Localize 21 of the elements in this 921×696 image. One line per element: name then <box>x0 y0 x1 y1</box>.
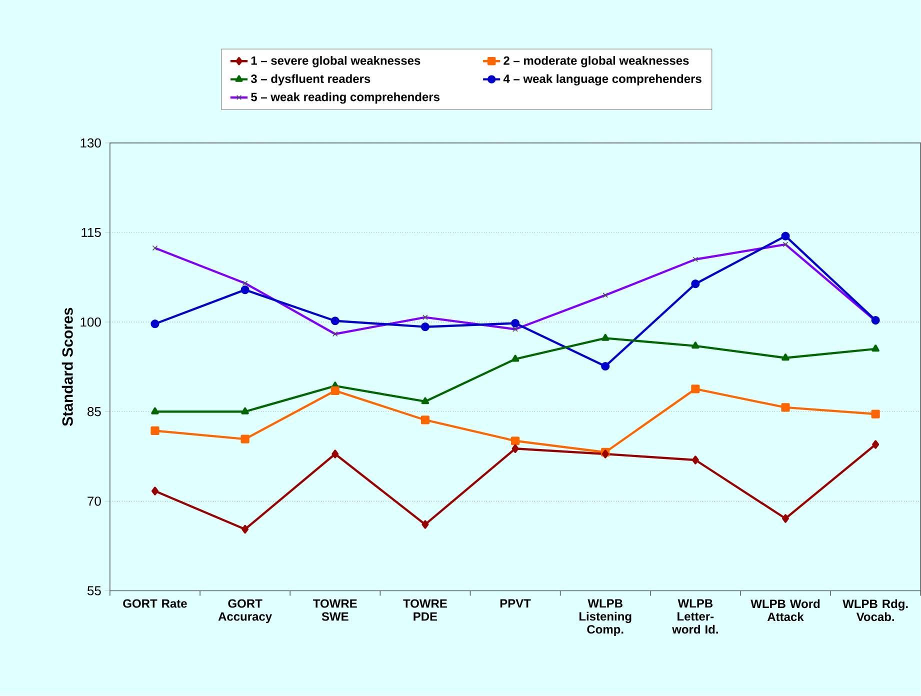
legend-label: 3 – dysfluent readers <box>250 74 370 86</box>
x-tick-label: TOWRE SWE <box>313 599 357 621</box>
y-tick-label: 70 <box>88 496 101 506</box>
x-tick-label: WLPB Rdg. Vocab. <box>842 599 908 622</box>
y-axis-title: Standard Scores <box>62 308 73 426</box>
y-tick-label: 100 <box>80 318 101 327</box>
y-tick-label: 115 <box>82 228 101 238</box>
x-tick-label: TOWRE PDE <box>403 599 447 621</box>
x-tick-label: WLPB Word Attack <box>750 599 820 622</box>
legend-label: 2 – moderate global weaknesses <box>504 56 689 68</box>
y-tick-label: 85 <box>88 407 101 416</box>
x-tick-label: WLPB Listening Comp. <box>580 599 632 636</box>
y-tick-label: 130 <box>80 138 101 148</box>
legend-label: 5 – weak reading comprehenders <box>251 92 440 104</box>
x-tick-label: GORT Rate <box>123 599 187 608</box>
x-tick-label: GORT Accuracy <box>218 599 272 624</box>
x-tick-label: WLPB Letter-word Id. <box>672 599 718 634</box>
legend-label: 4 – weak language comprehenders <box>503 74 702 86</box>
y-tick-label: 55 <box>87 586 101 596</box>
x-tick-label: PPVT <box>500 599 531 608</box>
legend-label: 1 – severe global weaknesses <box>251 56 420 68</box>
